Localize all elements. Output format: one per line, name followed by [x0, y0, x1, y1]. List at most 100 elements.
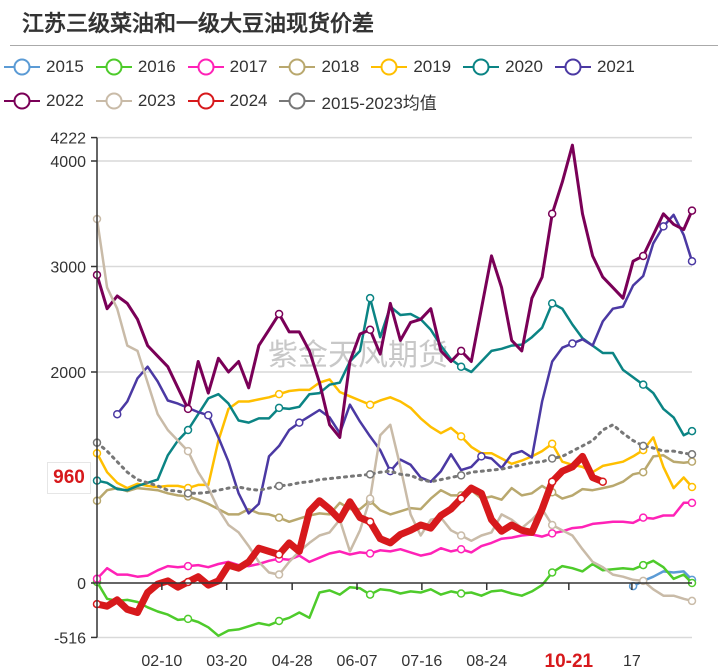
data-point[interactable] — [183, 614, 193, 624]
y-tick-label: 2000 — [50, 365, 86, 382]
series-line[interactable] — [95, 143, 694, 439]
legend-label: 2023 — [137, 91, 176, 110]
data-point[interactable] — [365, 517, 375, 527]
data-point[interactable] — [365, 470, 375, 479]
data-point[interactable] — [274, 403, 284, 413]
legend-item-2021[interactable]: 2021 — [554, 57, 635, 77]
data-point[interactable] — [547, 520, 557, 530]
legend-item-2024[interactable]: 2024 — [187, 91, 267, 111]
data-point[interactable] — [274, 481, 284, 491]
data-point[interactable] — [687, 256, 697, 266]
data-point[interactable] — [638, 441, 648, 451]
data-point[interactable] — [638, 251, 648, 261]
data-point[interactable] — [547, 439, 557, 448]
series-line[interactable] — [96, 452, 605, 616]
data-point[interactable] — [687, 482, 697, 492]
data-point[interactable] — [274, 570, 284, 579]
legend-item-2015[interactable]: 2015 — [4, 57, 84, 77]
series-2023 — [92, 214, 697, 606]
data-point[interactable] — [687, 426, 697, 436]
data-point[interactable] — [547, 209, 557, 218]
data-point[interactable] — [456, 471, 466, 480]
series-2020 — [92, 293, 697, 492]
data-point[interactable] — [687, 596, 697, 606]
data-point[interactable] — [638, 560, 648, 570]
data-point[interactable] — [659, 222, 668, 231]
data-point[interactable] — [456, 432, 466, 441]
data-point[interactable] — [568, 339, 577, 348]
data-point[interactable] — [183, 425, 193, 435]
data-point[interactable] — [365, 494, 375, 503]
data-point[interactable] — [365, 293, 375, 303]
data-point[interactable] — [183, 489, 193, 498]
data-point[interactable] — [183, 561, 193, 571]
series-line[interactable] — [96, 296, 693, 492]
legend-item-2023[interactable]: 2023 — [95, 91, 176, 111]
y-tick-label: 0 — [77, 576, 86, 593]
data-point[interactable] — [547, 454, 557, 463]
x-tick-label: 10-21 — [545, 651, 594, 668]
series-line[interactable] — [95, 559, 693, 638]
series-line[interactable] — [95, 218, 693, 603]
data-point[interactable] — [547, 529, 557, 538]
data-point[interactable] — [274, 550, 284, 559]
series-line[interactable] — [95, 378, 693, 490]
legend-marker-icon — [279, 58, 316, 76]
data-point[interactable] — [547, 299, 557, 308]
data-point[interactable] — [687, 457, 697, 466]
data-point[interactable] — [365, 549, 375, 558]
series-line[interactable] — [96, 501, 692, 580]
series-line[interactable] — [95, 423, 694, 495]
series-line[interactable] — [116, 213, 694, 515]
legend-item-2017[interactable]: 2017 — [187, 57, 267, 77]
data-point[interactable] — [687, 450, 697, 459]
data-point[interactable] — [638, 513, 648, 522]
series-group — [92, 143, 697, 638]
data-point[interactable] — [295, 418, 304, 427]
data-point[interactable] — [274, 616, 284, 626]
legend-item-2019[interactable]: 2019 — [371, 57, 451, 77]
data-point[interactable] — [456, 531, 466, 540]
data-point[interactable] — [365, 590, 375, 599]
data-point[interactable] — [547, 477, 557, 486]
data-point[interactable] — [456, 589, 466, 598]
legend-item-2016[interactable]: 2016 — [95, 57, 176, 77]
data-point[interactable] — [687, 498, 697, 508]
data-point[interactable] — [547, 568, 557, 577]
legend-label: 2021 — [596, 57, 635, 76]
data-point[interactable] — [456, 494, 466, 503]
legend-label: 2020 — [505, 57, 543, 76]
legend-item-2020[interactable]: 2020 — [463, 57, 543, 77]
data-point[interactable] — [687, 206, 697, 215]
legend-item-2018[interactable]: 2018 — [279, 57, 359, 77]
data-point[interactable] — [112, 409, 122, 419]
legend-label: 2018 — [321, 57, 360, 76]
data-point[interactable] — [638, 467, 648, 477]
data-point[interactable] — [638, 380, 648, 389]
data-point[interactable] — [365, 400, 375, 409]
data-point[interactable] — [204, 411, 213, 420]
series-2016 — [92, 559, 697, 638]
data-point[interactable] — [183, 404, 193, 414]
data-point[interactable] — [456, 362, 466, 371]
legend-item-2015-2023[interactable]: 2015-2023均值 — [279, 89, 437, 114]
data-point[interactable] — [183, 446, 193, 456]
data-point[interactable] — [456, 544, 466, 554]
y-tick-label: 3000 — [50, 260, 86, 277]
series-2022 — [92, 143, 697, 439]
data-point[interactable] — [456, 346, 466, 356]
data-point[interactable] — [274, 389, 284, 399]
x-tick-label: 04-28 — [272, 653, 313, 668]
data-point[interactable] — [274, 513, 284, 522]
series-2021 — [112, 213, 697, 515]
latest-value-callout: 960 — [47, 462, 91, 494]
data-point[interactable] — [477, 452, 486, 461]
data-point[interactable] — [274, 309, 284, 319]
legend-item-2022[interactable]: 2022 — [4, 91, 84, 111]
data-point[interactable] — [365, 325, 375, 335]
data-point[interactable] — [598, 477, 607, 486]
x-tick-label: 02-10 — [141, 653, 182, 668]
series-line[interactable] — [96, 454, 693, 524]
data-point[interactable] — [183, 577, 193, 587]
